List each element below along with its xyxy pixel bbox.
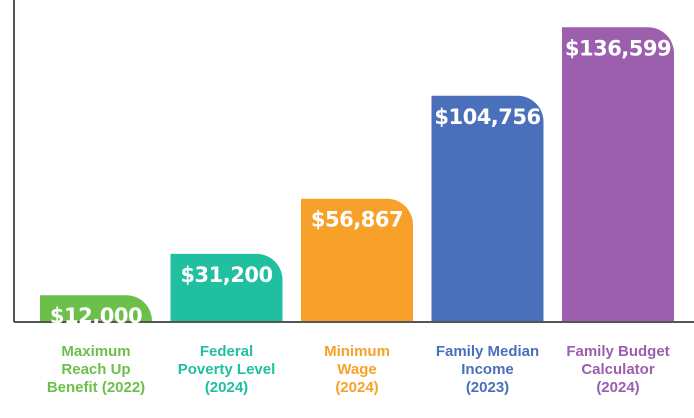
category-label-line: (2024)	[596, 379, 639, 396]
bar	[170, 253, 283, 321]
category-label-line: Poverty Level	[178, 361, 276, 378]
bar	[431, 95, 544, 321]
category-label-line: Family Median	[436, 343, 539, 360]
category-label: Maximum Reach Up Benefit (2022)	[47, 343, 145, 396]
category-label-line: Wage	[337, 361, 376, 378]
category-label-line: (2024)	[335, 379, 378, 396]
category-label-line: Calculator	[581, 361, 655, 378]
category-label-line: Reach Up	[61, 361, 130, 378]
category-label-line: (2024)	[205, 379, 248, 396]
category-label: Family Budget Calculator (2024)	[566, 343, 669, 396]
bar	[40, 295, 152, 321]
category-label-line: (2023)	[466, 379, 509, 396]
value-label: $136,599	[565, 36, 671, 60]
value-label: $104,756	[434, 105, 540, 129]
category-label: Family Median Income (2023)	[436, 343, 539, 396]
value-label: $56,867	[311, 208, 403, 232]
bar	[562, 27, 674, 322]
category-label-line: Federal	[200, 343, 253, 360]
category-label-line: Minimum	[324, 343, 390, 360]
category-label-line: Family Budget	[566, 343, 669, 360]
value-label: $12,000	[50, 304, 142, 328]
value-label: $31,200	[180, 263, 272, 287]
category-label-line: Maximum	[61, 343, 130, 360]
category-label: Federal Poverty Level (2024)	[178, 343, 276, 396]
category-label-line: Income	[461, 361, 514, 378]
category-label-line: Benefit (2022)	[47, 379, 145, 396]
category-label: Minimum Wage (2024)	[324, 343, 390, 396]
bar	[301, 198, 413, 321]
